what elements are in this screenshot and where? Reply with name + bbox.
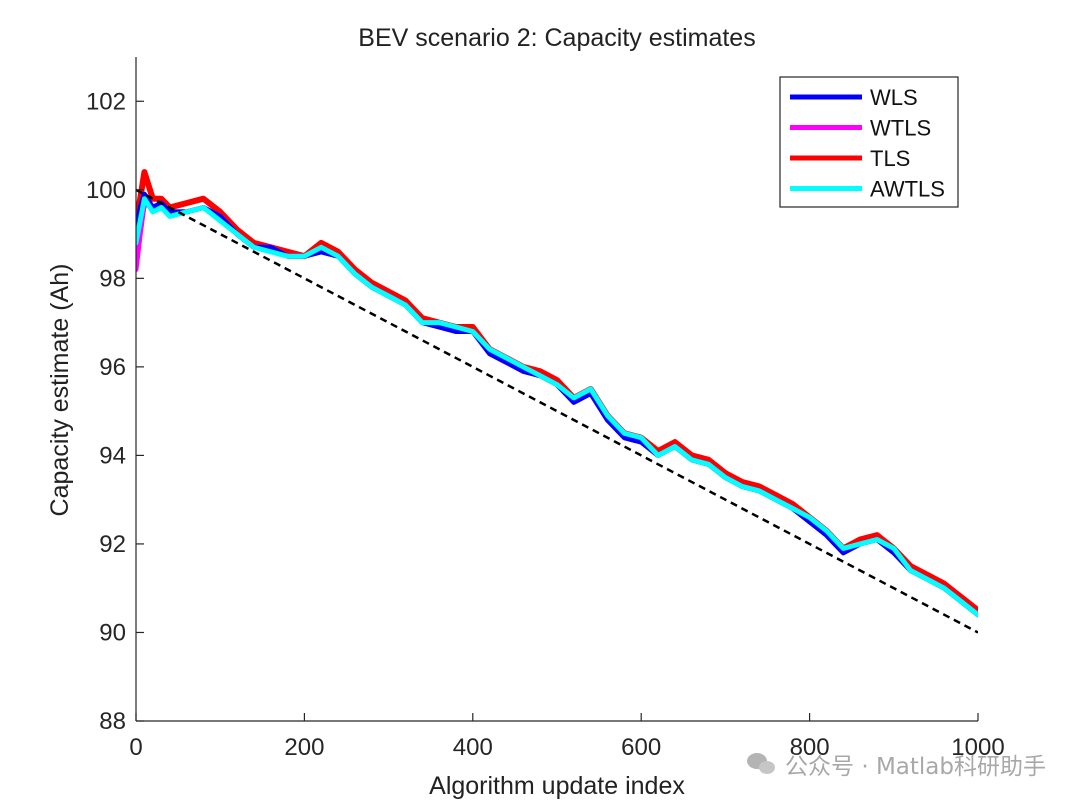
y-tick-label: 88 (99, 708, 126, 735)
legend-label-wtls: WTLS (870, 116, 931, 141)
axes (135, 57, 979, 722)
wechat-icon (747, 752, 777, 776)
x-axis-label: Algorithm update index (429, 772, 685, 800)
reference-line (136, 188, 978, 634)
legend: WLS WTLS TLS AWTLS (779, 76, 959, 208)
x-tick-label: 400 (453, 734, 493, 761)
x-tick-label: 1000 (951, 734, 1004, 761)
tick-labels: 0 200 400 600 800 1000 88 90 92 94 96 98 100 102 (86, 88, 1005, 761)
y-tick-label: 100 (86, 177, 126, 204)
legend-label-awtls: AWTLS (870, 177, 945, 202)
legend-label-wls: WLS (870, 85, 918, 110)
y-tick-label: 102 (86, 88, 126, 115)
x-tick-label: 600 (621, 734, 661, 761)
x-tick-label: 800 (790, 734, 830, 761)
y-tick-label: 92 (99, 531, 126, 558)
watermark-text: 公众号 · Matlab科研助手 (785, 754, 1046, 780)
y-tick-label: 96 (99, 354, 126, 381)
chart-title: BEV scenario 2: Capacity estimates (358, 24, 755, 52)
y-tick-label: 90 (99, 619, 126, 646)
legend-label-tls: TLS (870, 146, 910, 171)
y-axis-label: Capacity estimate (Ah) (46, 264, 74, 517)
series-line-wtls (136, 200, 978, 618)
x-tick-label: 0 (129, 734, 142, 761)
series-line-wls (136, 191, 978, 618)
y-tick-label: 98 (99, 265, 126, 292)
watermark: 公众号 · Matlab科研助手 (747, 747, 1046, 781)
y-tick-label: 94 (99, 442, 126, 469)
x-tick-label: 200 (284, 734, 324, 761)
series-line-awtls (136, 196, 978, 618)
